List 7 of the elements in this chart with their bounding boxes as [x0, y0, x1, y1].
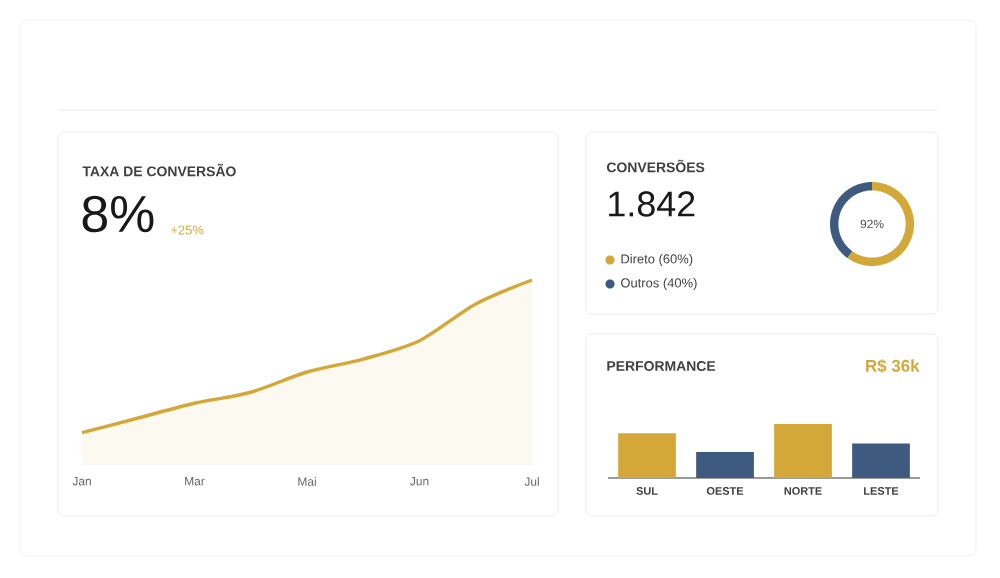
chart-subtitle: R$ 36k	[866, 359, 920, 373]
bar	[774, 424, 832, 478]
chart-subtitle: 8%	[82, 195, 154, 233]
chart-subtitle: 1.842	[609, 191, 695, 217]
bar	[852, 443, 910, 478]
bar	[618, 433, 676, 478]
bar	[696, 452, 754, 478]
